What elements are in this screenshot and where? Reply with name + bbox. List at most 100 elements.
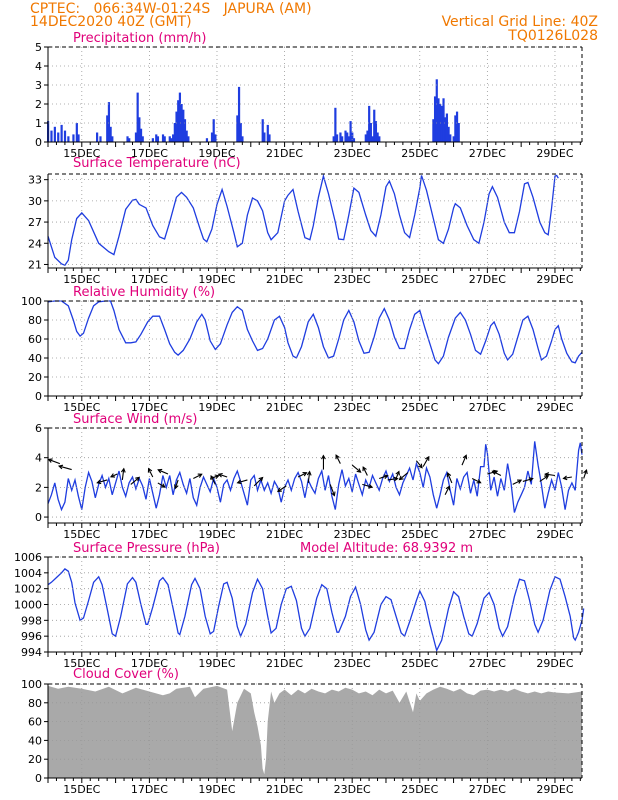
precip-bar (437, 98, 440, 142)
precip-bar (334, 107, 337, 142)
panel-title: Surface Temperature (nC) (73, 156, 241, 171)
precip-bar (178, 92, 182, 142)
precip-bar (96, 132, 99, 142)
precip-bar (156, 136, 160, 142)
x-tick-label: 19DEC (198, 147, 235, 160)
precip-bar (457, 123, 460, 142)
wind-arrow-head (302, 472, 308, 477)
y-tick-label: 30 (28, 195, 42, 208)
precip-bar (128, 138, 131, 142)
x-tick-label: 19DEC (198, 783, 235, 796)
wind-arrow (253, 477, 263, 487)
precip-bar (378, 136, 381, 142)
precip-bar (364, 134, 367, 142)
header-station-line: CPTEC: 066:34W-01:24S JAPURA (AM) (30, 1, 312, 17)
y-tick-label: 20 (28, 371, 42, 384)
wind-arrow-head (517, 479, 523, 484)
wind-arrow (237, 479, 248, 484)
precip-bar (138, 117, 141, 142)
x-tick-label: 17DEC (131, 401, 168, 414)
x-tick-label: 25DEC (401, 147, 438, 160)
wind-arrow (415, 460, 423, 468)
x-tick-label: 29DEC (536, 783, 573, 796)
y-tick-label: 24 (28, 237, 42, 250)
precip-bar (109, 126, 112, 142)
wind-arrow-head (393, 476, 399, 482)
y-tick-label: 1000 (14, 599, 42, 612)
wind-arrow (329, 484, 335, 496)
x-tick-label: 23DEC (334, 657, 371, 670)
precip-bar (445, 113, 449, 142)
y-tick-label: 1 (35, 117, 42, 130)
precip-bar (111, 136, 114, 142)
x-tick-label: 19DEC (198, 528, 235, 541)
header-date-line: 14DEC2020 40Z (GMT) (30, 14, 192, 30)
y-tick-label: 0 (35, 511, 42, 524)
precip-bar (346, 132, 349, 142)
wind-arrow (471, 477, 481, 484)
wind-arrow (130, 476, 140, 485)
wind-arrow-head (276, 487, 282, 493)
grid (48, 46, 582, 143)
y-tick-label: 994 (21, 646, 42, 659)
wind-arrow (210, 475, 216, 485)
wind-arrow (362, 466, 368, 476)
precip-bar (180, 104, 183, 142)
wind-arrow (461, 455, 467, 466)
wind-arrow-head (258, 476, 264, 482)
x-tick-label: 15DEC (63, 657, 100, 670)
panel-title: Surface Wind (m/s) (73, 412, 197, 427)
x-tick-label: 19DEC (198, 401, 235, 414)
wind-arrow (48, 458, 61, 465)
precip-bar (351, 132, 354, 142)
precip-bar (263, 132, 266, 142)
x-tick-label: 21DEC (266, 528, 303, 541)
precip-bar (455, 111, 459, 142)
precip-bar (163, 136, 166, 142)
wind-arrow-head (528, 477, 534, 482)
wind-arrow (351, 464, 361, 473)
wind-arrow-head (395, 470, 400, 476)
wind-arrow-head (197, 473, 203, 478)
precip-bar (210, 132, 214, 142)
precip-bar (332, 136, 335, 142)
x-tick-label: 15DEC (63, 528, 100, 541)
precip-bar (236, 115, 239, 142)
x-tick-label: 23DEC (334, 401, 371, 414)
precip-bar (63, 130, 67, 142)
x-tick-label: 19DEC (198, 657, 235, 670)
series-layer (47, 441, 583, 513)
precip-bar (261, 119, 264, 142)
panel-rh: Relative Humidity (%) 0 20 40 60 80 100 15DEC 17… (21, 285, 583, 414)
wind-arrow-head (331, 491, 336, 497)
panel-pres: Surface Pressure (hPa) Model Altitude: 68… (14, 541, 585, 670)
precip-bar (433, 96, 437, 142)
y-tick-label: 1006 (14, 551, 42, 564)
panel-precip: Precipitation (mm/h) 0 1 2 3 4 5 15DEC 17DEC 19DE… (35, 31, 583, 160)
precip-bar (440, 105, 443, 142)
precip-bar (366, 130, 369, 142)
x-tick-label: 15DEC (63, 273, 100, 286)
precip-bar (237, 86, 241, 142)
precip-bar (435, 79, 438, 142)
x-tick-label: 27DEC (469, 273, 506, 286)
series-layer (47, 173, 559, 267)
wind-arrow (307, 471, 311, 483)
precip-bar (347, 136, 350, 142)
wind-arrow-head (306, 470, 312, 476)
y-tick-label: 60 (28, 716, 42, 729)
wind-arrow (58, 465, 72, 471)
wind-arrow-head (321, 454, 326, 460)
wind-arrow-head (217, 472, 223, 478)
x-tick-label: 21DEC (266, 783, 303, 796)
series-layer (47, 300, 583, 365)
x-tick-label: 27DEC (469, 783, 506, 796)
y-tick-label: 4 (35, 452, 42, 465)
wind-arrow (157, 469, 169, 475)
precip-bar (339, 132, 342, 142)
wind-arrow-head (418, 463, 423, 469)
series-layer (48, 685, 582, 778)
y-tick-label: 996 (21, 630, 42, 643)
y-tick-label: 5 (35, 41, 42, 54)
